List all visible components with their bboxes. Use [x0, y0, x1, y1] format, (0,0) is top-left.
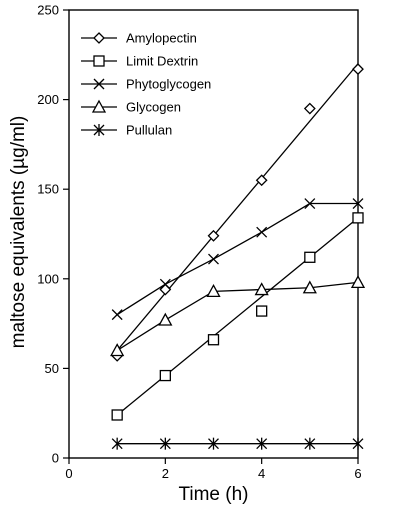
data-point-amylopectin — [352, 63, 364, 76]
data-point-pullulan — [111, 437, 123, 450]
data-point-phytoglycogen — [304, 198, 316, 209]
x-tick-label: 6 — [354, 466, 361, 481]
data-point-limit-dextrin — [159, 369, 171, 382]
legend-label: Phytoglycogen — [126, 77, 211, 92]
series-limit-dextrin — [111, 212, 364, 421]
legend-marker — [93, 55, 105, 67]
data-point-phytoglycogen — [159, 278, 171, 290]
data-point-glycogen — [254, 282, 269, 296]
data-point-limit-dextrin — [352, 212, 364, 224]
legend-item-glycogen: Glycogen — [81, 100, 181, 115]
series-layer — [110, 63, 366, 450]
data-point-glycogen — [206, 283, 221, 297]
data-point-pullulan — [208, 437, 219, 450]
y-tick-label: 200 — [37, 92, 59, 107]
data-point-amylopectin — [303, 102, 316, 115]
data-point-limit-dextrin — [207, 334, 220, 346]
y-tick-label: 0 — [52, 451, 59, 466]
x-tick-label: 2 — [162, 466, 169, 481]
legend-item-amylopectin: Amylopectin — [81, 31, 197, 46]
data-point-pullulan — [159, 437, 171, 450]
data-point-pullulan — [304, 437, 316, 450]
series-line-phytoglycogen — [116, 202, 358, 316]
data-point-phytoglycogen — [352, 198, 364, 209]
legend-label: Limit Dextrin — [126, 54, 198, 69]
legend-label: Glycogen — [126, 100, 181, 115]
series-pullulan — [111, 437, 364, 450]
data-point-glycogen — [158, 312, 173, 326]
legend-item-pullulan: Pullulan — [81, 123, 172, 138]
x-tick-label: 4 — [258, 466, 265, 481]
x-tick-label: 0 — [65, 466, 72, 481]
y-tick-label: 150 — [37, 182, 59, 197]
data-point-limit-dextrin — [304, 251, 316, 263]
legend-marker — [93, 78, 105, 90]
data-point-phytoglycogen — [208, 253, 219, 265]
legend-label: Amylopectin — [126, 31, 197, 46]
legend-marker — [91, 99, 107, 113]
legend-item-phytoglycogen: Phytoglycogen — [81, 77, 211, 92]
data-point-limit-dextrin — [111, 409, 123, 421]
data-point-amylopectin — [207, 229, 220, 242]
data-point-pullulan — [256, 437, 268, 450]
data-point-phytoglycogen — [256, 226, 268, 238]
axes: 0 50 100 150 200 250 0 2 4 6 — [37, 3, 361, 482]
data-point-glycogen — [350, 275, 366, 289]
legend-marker — [93, 124, 105, 136]
y-tick-label: 250 — [37, 3, 59, 18]
legend: Amylopectin Limit Dextrin Phytoglycogen Gly… — [81, 31, 211, 138]
y-tick-label: 100 — [37, 271, 59, 286]
data-point-limit-dextrin — [256, 305, 268, 317]
series-phytoglycogen — [111, 198, 364, 321]
data-point-pullulan — [352, 437, 364, 450]
y-axis-title: maltose equivalents (µg/ml) — [8, 116, 29, 349]
series-line-limit-dextrin — [116, 217, 359, 416]
plot-frame — [68, 9, 359, 459]
series-line-amylopectin — [116, 63, 359, 351]
x-axis-title: Time (h) — [178, 484, 248, 505]
y-tick-label: 50 — [45, 361, 59, 376]
data-point-glycogen — [302, 280, 317, 294]
data-point-glycogen — [110, 343, 125, 357]
data-point-amylopectin — [255, 174, 268, 187]
series-glycogen — [110, 275, 366, 357]
legend-item-limit-dextrin: Limit Dextrin — [81, 54, 198, 69]
series-line-glycogen — [116, 281, 359, 352]
data-point-phytoglycogen — [111, 309, 123, 321]
legend-marker — [93, 32, 105, 44]
legend-label: Pullulan — [126, 123, 172, 138]
